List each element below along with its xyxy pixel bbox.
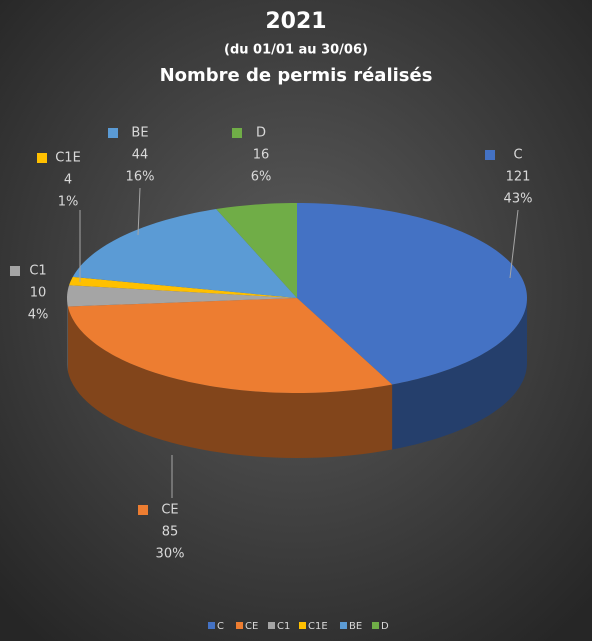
- data-label-percent: 6%: [251, 170, 272, 185]
- label-swatch: [108, 128, 118, 138]
- label-swatch: [138, 505, 148, 515]
- data-label-percent: 1%: [58, 195, 79, 210]
- data-label-percent: 4%: [28, 308, 49, 323]
- legend-swatch: [208, 622, 215, 629]
- legend-swatch: [236, 622, 243, 629]
- data-label: 44: [132, 148, 149, 163]
- data-label-name: BE: [131, 126, 148, 141]
- data-label-percent: 30%: [156, 547, 185, 562]
- slice: [216, 203, 297, 298]
- data-label: 10: [30, 286, 47, 301]
- slice: [67, 285, 297, 307]
- label-swatch: [485, 150, 495, 160]
- legend-label: C1E: [308, 621, 328, 632]
- legend-label: BE: [349, 621, 362, 632]
- data-label-name: D: [256, 126, 266, 141]
- chart-subtitle: Nombre de permis réalisés: [160, 65, 433, 86]
- slice-side: [392, 298, 527, 450]
- data-label: 121: [506, 170, 531, 185]
- data-label-name: C: [513, 148, 522, 163]
- leader-line: [137, 187, 141, 236]
- chart-subtitle: (du 01/01 au 30/06): [224, 43, 368, 58]
- legend-label: CE: [245, 621, 258, 632]
- data-label: 4: [64, 173, 72, 188]
- legend-label: C: [217, 621, 224, 632]
- data-label-name: C1: [29, 264, 46, 279]
- slice: [69, 276, 297, 298]
- slice-side: [67, 298, 68, 372]
- slice-side: [67, 306, 393, 458]
- label-swatch: [10, 266, 20, 276]
- data-label-name: CE: [161, 503, 178, 518]
- legend-swatch: [340, 622, 347, 629]
- slice: [297, 203, 527, 385]
- label-swatch: [232, 128, 242, 138]
- slice: [67, 298, 393, 393]
- data-label: 16: [253, 148, 270, 163]
- slice: [72, 209, 298, 298]
- data-label-name: C1E: [55, 151, 81, 166]
- legend-label: C1: [277, 621, 290, 632]
- leader-line: [509, 209, 519, 279]
- legend-label: D: [381, 621, 389, 632]
- data-label-percent: 43%: [504, 192, 533, 207]
- legend-swatch: [372, 622, 379, 629]
- data-label-percent: 16%: [126, 170, 155, 185]
- legend-swatch: [299, 622, 306, 629]
- legend-swatch: [268, 622, 275, 629]
- data-label: 85: [162, 525, 179, 540]
- label-swatch: [37, 153, 47, 163]
- chart-title: 2021: [265, 9, 326, 34]
